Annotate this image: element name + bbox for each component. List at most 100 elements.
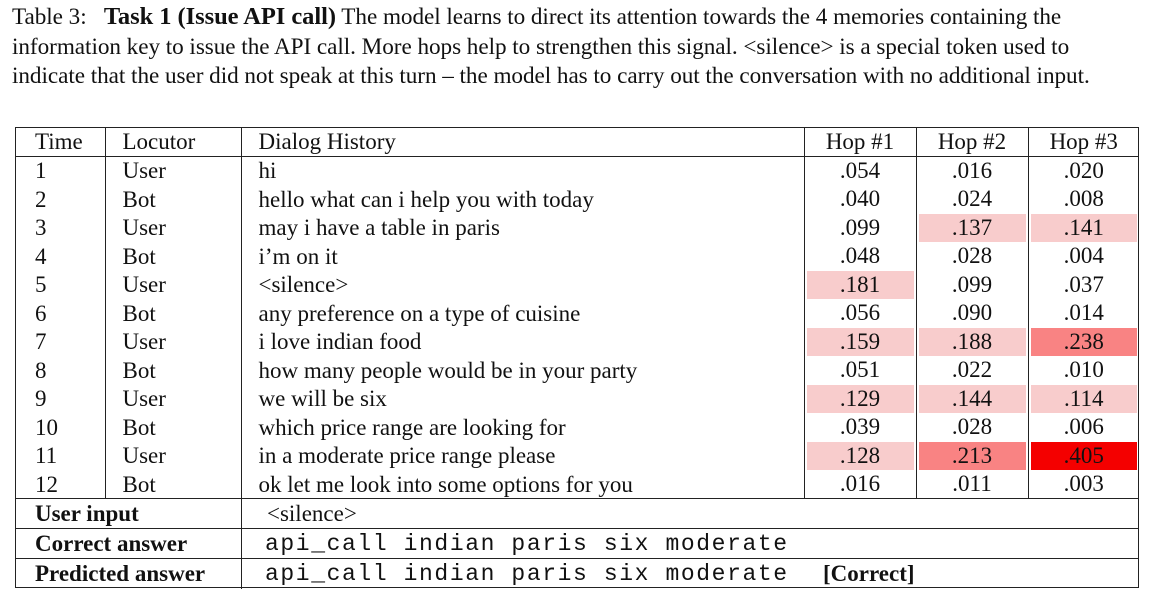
row-time: 4	[15, 242, 106, 271]
row-hop-1-cell: .099	[804, 213, 917, 242]
hop-1-value: .128	[806, 441, 914, 470]
hop-1-value: .039	[839, 414, 881, 440]
attention-table: Time Locutor Dialog History Hop #1 Hop #…	[15, 127, 1139, 499]
row-hop-2-cell: .137	[916, 213, 1029, 242]
row-locutor: Bot	[105, 242, 242, 271]
row-locutor: Bot	[105, 356, 242, 385]
table-row: 3 User may i have a table in paris .099 .137…	[15, 213, 1139, 243]
row-dialog: we will be six	[241, 384, 805, 413]
header-locutor: Locutor	[105, 127, 242, 157]
row-hop-1-cell: .016	[804, 470, 917, 499]
hop-3-value: .141	[1030, 213, 1137, 242]
row-hop-1-cell: .048	[804, 242, 917, 271]
row-time: 12	[15, 470, 106, 499]
correct-answer-value: api_call indian paris six moderate	[265, 531, 789, 557]
row-hop-3-cell: .006	[1028, 413, 1139, 442]
hop-3-value: .037	[1063, 271, 1104, 297]
table-row: 9 User we will be six .129.144.114	[15, 384, 1139, 414]
row-hop-3-cell: .114	[1028, 384, 1139, 414]
row-locutor: Bot	[105, 299, 242, 328]
row-dialog: how many people would be in your party	[241, 356, 805, 385]
hop-1-value: .056	[839, 300, 881, 326]
table-row: 6 Bot any preference on a type of cuisine.…	[15, 299, 1139, 328]
row-hop-2-cell: .213	[916, 441, 1029, 470]
hop-3-value: .238	[1030, 327, 1137, 356]
user-input-value: <silence>	[267, 501, 357, 526]
correct-answer-label: Correct answer	[35, 531, 188, 556]
user-input-row: User input <silence>	[15, 498, 1139, 529]
predicted-answer-row: Predicted answer api_call indian paris s…	[15, 558, 1139, 589]
table-caption: Table 3: Task 1 (Issue API call) The mod…	[12, 2, 1144, 92]
row-dialog: i’m on it	[241, 242, 805, 271]
row-hop-2-cell: .022	[916, 356, 1029, 385]
row-hop-2-cell: .188	[916, 327, 1029, 356]
hop-3-value: .014	[1063, 300, 1104, 326]
header-dialog-history: Dialog History	[241, 127, 805, 157]
hop-3-value: .114	[1030, 384, 1137, 413]
row-time: 8	[15, 356, 106, 385]
row-hop-3-cell: .141	[1028, 213, 1139, 243]
row-hop-3-cell: .014	[1028, 299, 1139, 328]
row-hop-1-cell: .181	[804, 270, 917, 299]
row-locutor: User	[105, 327, 242, 356]
row-hop-2-cell: .144	[916, 384, 1029, 413]
table-row: 12 Bot ok let me look into some options fo…	[15, 470, 1139, 499]
hop-3-value: .020	[1063, 157, 1104, 183]
hop-1-value: .129	[806, 384, 914, 413]
row-locutor: User	[105, 384, 242, 413]
row-time: 3	[15, 213, 106, 242]
table-header-row: Time Locutor Dialog History Hop #1 Hop #…	[15, 127, 1139, 157]
row-time: 10	[15, 413, 106, 442]
row-locutor: Bot	[105, 413, 242, 442]
hop-1-value: .040	[839, 186, 881, 212]
row-hop-1-cell: .056	[804, 299, 917, 328]
row-locutor: User	[105, 441, 242, 470]
hop-3-value: .405	[1030, 441, 1137, 470]
hop-3-value: .006	[1063, 414, 1104, 440]
predicted-correct-tag: [Correct]	[823, 561, 915, 586]
table-row: 1 User hi .054 .016 .020	[15, 156, 1139, 185]
table-row: 11 User in a moderate price range please .1…	[15, 441, 1139, 470]
row-hop-3-cell: .004	[1028, 242, 1139, 271]
row-dialog: i love indian food	[241, 327, 805, 356]
hop-2-value: .022	[951, 357, 993, 383]
row-time: 2	[15, 185, 106, 214]
row-hop-2-cell: .090	[916, 299, 1029, 328]
user-input-label: User input	[35, 501, 139, 526]
row-dialog: <silence>	[241, 270, 805, 299]
hop-3-value: .010	[1063, 357, 1104, 383]
row-hop-3-cell: .037	[1028, 271, 1139, 300]
caption-text: The model learns to direct its attention…	[12, 4, 1090, 89]
row-time: 1	[15, 156, 106, 185]
row-dialog: ok let me look into some options for you	[241, 470, 805, 499]
hop-2-value: .144	[918, 384, 1026, 413]
row-hop-1-cell: .128	[804, 441, 917, 470]
row-hop-3-cell: .010	[1028, 356, 1139, 385]
row-dialog: in a moderate price range please	[241, 441, 805, 470]
row-dialog: hello what can i help you with today	[241, 185, 805, 214]
row-locutor: Bot	[105, 470, 242, 499]
row-hop-1-cell: .054	[804, 156, 917, 185]
row-time: 9	[15, 384, 106, 413]
predicted-answer-label: Predicted answer	[35, 561, 206, 586]
row-hop-2-cell: .024	[916, 185, 1029, 214]
hop-2-value: .028	[951, 243, 993, 269]
row-dialog: which price range are looking for	[241, 413, 805, 442]
row-hop-2-cell: .016	[916, 156, 1029, 185]
row-time: 7	[15, 327, 106, 356]
row-hop-1-cell: .051	[804, 356, 917, 385]
correct-answer-row: Correct answer api_call indian paris six…	[15, 528, 1139, 559]
row-locutor: Bot	[105, 185, 242, 214]
row-dialog: hi	[241, 156, 805, 185]
header-hop-3: Hop #3	[1028, 127, 1139, 157]
hop-1-value: .016	[839, 471, 881, 497]
hop-3-value: .004	[1063, 243, 1104, 269]
hop-2-value: .016	[951, 157, 993, 183]
table-row: 5 User <silence> .181 .099 .037	[15, 270, 1139, 300]
hop-2-value: .011	[952, 471, 992, 497]
hop-1-value: .099	[839, 214, 881, 240]
row-hop-2-cell: .028	[916, 413, 1029, 442]
row-dialog: may i have a table in paris	[241, 213, 805, 242]
row-locutor: User	[105, 270, 242, 299]
table-row: 4 Bot i’m on it .048 .028 .004	[15, 242, 1139, 271]
